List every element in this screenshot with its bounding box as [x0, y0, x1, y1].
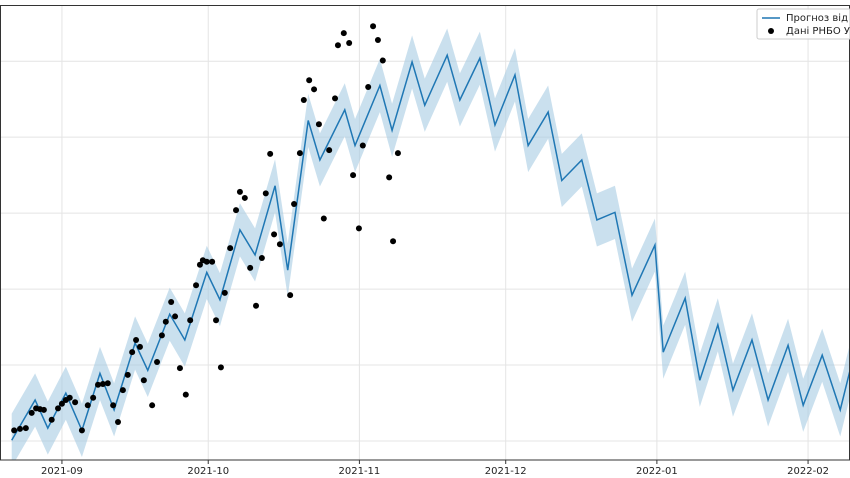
x-axis: 2021-09 2021-10 2021-11 2021-12 2022-01 2022-…: [41, 460, 829, 477]
data-point: [332, 95, 339, 102]
data-point: [196, 261, 203, 268]
data-point: [72, 399, 79, 406]
x-tick-label: 2021-12: [485, 466, 527, 477]
data-point: [90, 394, 97, 401]
forecast-line: [11, 52, 850, 441]
data-point: [99, 381, 106, 388]
data-point: [182, 391, 189, 398]
data-point: [154, 359, 161, 366]
data-point: [203, 258, 210, 265]
data-point: [350, 172, 357, 179]
data-point: [262, 190, 269, 197]
data-point: [326, 147, 333, 154]
legend-label: Дані РНБО Укр: [786, 25, 850, 37]
data-point: [306, 77, 313, 84]
data-point: [346, 39, 353, 46]
data-point: [379, 57, 386, 64]
data-point: [176, 365, 183, 372]
data-point: [213, 317, 220, 324]
data-point: [133, 336, 140, 343]
data-point: [129, 349, 136, 356]
data-point: [311, 86, 318, 93]
data-point: [16, 425, 23, 432]
data-point: [236, 188, 243, 195]
data-point: [149, 402, 156, 409]
data-point: [271, 231, 278, 238]
data-point: [355, 225, 362, 232]
data-point: [172, 313, 179, 320]
data-point: [253, 302, 260, 309]
data-point: [158, 332, 165, 339]
data-point: [390, 238, 397, 245]
data-point: [365, 84, 372, 91]
data-point: [227, 245, 234, 252]
data-point: [78, 427, 85, 434]
data-point: [28, 409, 35, 416]
legend-box: [756, 8, 850, 40]
data-point: [119, 387, 126, 394]
data-point: [140, 377, 147, 384]
data-point: [187, 317, 194, 324]
data-point: [84, 402, 91, 409]
data-point: [359, 142, 366, 149]
data-point: [287, 292, 294, 299]
data-point: [168, 299, 175, 306]
data-point: [320, 215, 327, 222]
data-point: [241, 194, 248, 201]
data-point: [22, 425, 29, 432]
data-point: [40, 406, 47, 413]
data-point: [136, 343, 143, 350]
data-point: [115, 419, 122, 426]
data-point: [58, 400, 65, 407]
x-tick-label: 2022-01: [636, 466, 678, 477]
data-point: [296, 150, 303, 157]
data-point: [233, 207, 240, 214]
legend-label: Прогноз від 09: [786, 12, 850, 24]
data-point: [258, 254, 265, 261]
data-point: [95, 381, 102, 388]
data-point: [340, 30, 347, 37]
data-point: [48, 416, 55, 423]
data-point: [11, 427, 18, 434]
data-point: [315, 121, 322, 128]
data-point: [394, 150, 401, 157]
data-point: [267, 150, 274, 157]
data-point: [291, 201, 298, 208]
legend-marker: [768, 28, 774, 34]
data-point: [66, 394, 73, 401]
data-point: [217, 364, 224, 371]
x-tick-label: 2021-10: [187, 466, 229, 477]
legend: Прогноз від 09Дані РНБО Укр: [756, 8, 850, 40]
data-point: [221, 289, 228, 296]
x-tick-label: 2022-02: [787, 466, 829, 477]
data-point: [162, 318, 169, 325]
data-point: [193, 282, 200, 289]
data-point: [300, 96, 307, 103]
data-point: [374, 36, 381, 43]
x-tick-label: 2021-09: [41, 466, 83, 477]
data-point: [370, 23, 377, 30]
confidence-band: [11, 28, 850, 460]
data-point: [55, 405, 62, 412]
data-point: [247, 264, 254, 271]
data-point: [104, 380, 111, 387]
data-point: [110, 402, 117, 409]
plot-area: [11, 23, 850, 460]
x-tick-label: 2021-11: [339, 466, 381, 477]
data-point: [386, 174, 393, 181]
data-point: [209, 258, 216, 265]
data-point: [276, 241, 283, 248]
data-point: [124, 371, 131, 378]
data-point: [334, 42, 341, 49]
